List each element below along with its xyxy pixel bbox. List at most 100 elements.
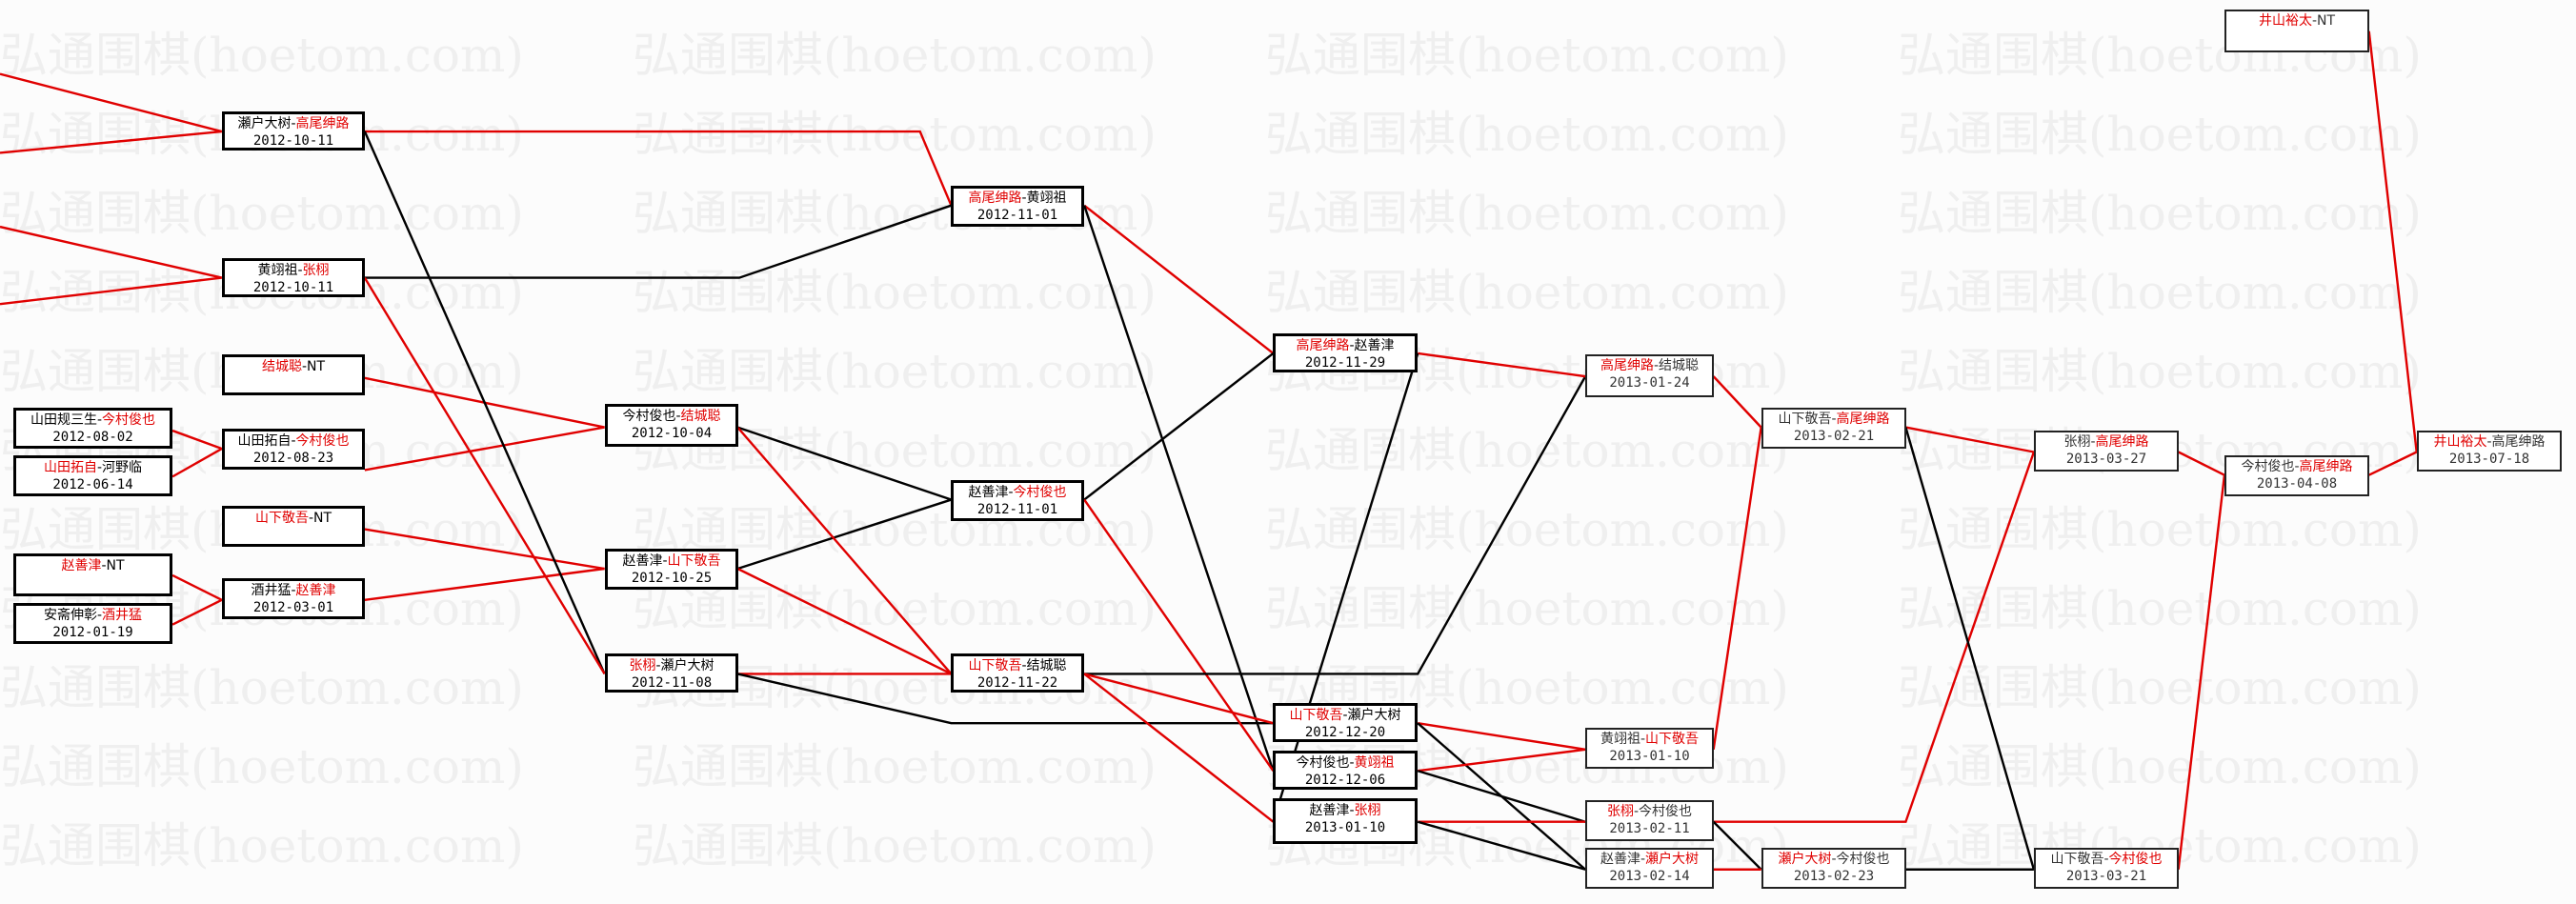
player-2-name: 结城聪 (1026, 658, 1067, 673)
game-box[interactable]: 赵善津-瀬户大树 2013-02-14 (1585, 848, 1714, 889)
watermark-text: 弘通围棋(hoetom.com) (0, 186, 524, 241)
game-box[interactable]: 山下敬吾-今村俊也 2013-03-21 (2034, 848, 2179, 889)
loser-connection-line (736, 426, 952, 501)
game-box[interactable]: 赵善津-NT (13, 553, 172, 596)
player-1-name: 山下敬吾 (1778, 412, 1832, 427)
player-1-name: 山田拓自 (43, 460, 97, 475)
loser-connection-line (736, 498, 952, 571)
game-box[interactable]: 山下敬吾-结城聪 2012-11-22 (951, 653, 1084, 693)
loser-connection-line (1272, 352, 1419, 823)
loser-connection-line (363, 131, 606, 674)
game-box[interactable]: 张栩-瀬户大树 2012-11-08 (605, 653, 738, 693)
player-1-name: 今村俊也 (622, 409, 676, 424)
game-box[interactable]: 高尾绅路-结城聪 2013-01-24 (1585, 354, 1714, 397)
watermark-text: 弘通围棋(hoetom.com) (633, 344, 1157, 399)
player-1-name: 结城聪 (261, 359, 302, 374)
player-2-name: 山下敬吾 (1645, 732, 1700, 747)
watermark-text: 弘通围棋(hoetom.com) (0, 739, 524, 794)
game-box[interactable]: 山田规三生-今村俊也 2012-08-02 (13, 408, 172, 449)
player-2-name: 瀬户大树 (660, 658, 714, 673)
watermark-text: 弘通围棋(hoetom.com) (1265, 28, 1789, 83)
game-box[interactable]: 瀬户大树-高尾绅路 2012-10-11 (222, 111, 365, 151)
game-box[interactable]: 赵善津-张栩 2013-01-10 (1273, 798, 1418, 844)
winner-connection-line (364, 567, 605, 601)
separator: - (2103, 852, 2109, 867)
game-box[interactable]: 井山裕太-高尾绅路 2013-07-18 (2417, 431, 2562, 472)
game-box[interactable]: 山下敬吾-瀬户大树 2012-12-20 (1273, 703, 1418, 742)
separator: - (2294, 459, 2300, 474)
watermark-text: 弘通围棋(hoetom.com) (0, 818, 524, 874)
separator: - (1831, 412, 1837, 427)
game-date: 2012-11-22 (976, 675, 1058, 691)
game-box[interactable]: 安斋伸彰-酒井猛 2012-01-19 (13, 603, 172, 644)
game-box[interactable]: 今村俊也-高尾绅路 2013-04-08 (2224, 455, 2369, 496)
watermark-text: 弘通围棋(hoetom.com) (633, 818, 1157, 874)
game-date: 2012-12-06 (1304, 773, 1386, 788)
game-date: 2013-03-21 (2065, 869, 2147, 884)
game-box[interactable]: 今村俊也-黄翊祖 2012-12-06 (1273, 751, 1418, 790)
watermark-text: 弘通围棋(hoetom.com) (1265, 502, 1789, 557)
game-date: 2012-11-08 (631, 675, 713, 691)
winner-connection-line (736, 567, 953, 675)
player-2-name: 瀬户大树 (1645, 852, 1700, 867)
player-1-name: 黄翊祖 (1600, 732, 1640, 747)
game-box[interactable]: 山下敬吾-高尾绅路 2013-02-21 (1761, 408, 1906, 449)
player-2-name: 黄翊祖 (1354, 755, 1395, 771)
separator: - (1349, 338, 1355, 353)
winner-connection-line (2367, 30, 2418, 452)
watermark-text: 弘通围棋(hoetom.com) (1898, 739, 2422, 794)
winner-connection-line (2178, 451, 2225, 476)
player-2-name: 黄翊祖 (1026, 191, 1067, 206)
game-box[interactable]: 井山裕太-NT (2224, 10, 2369, 52)
game-box[interactable]: 山田拓自-河野临 2012-06-14 (13, 455, 172, 496)
game-date: 2013-07-18 (2448, 452, 2530, 467)
game-date: 2012-10-25 (631, 571, 713, 586)
game-box[interactable]: 高尾绅路-赵善津 2012-11-29 (1273, 333, 1418, 372)
game-box[interactable]: 黄翊祖-张栩 2012-10-11 (222, 258, 365, 297)
game-date: 2012-01-19 (52, 625, 133, 640)
separator: - (2486, 434, 2492, 450)
separator: - (96, 412, 103, 428)
player-2-name: 河野临 (102, 460, 143, 475)
separator: - (2311, 13, 2318, 29)
game-box[interactable]: 张栩-今村俊也 2013-02-11 (1585, 800, 1714, 841)
player-2-name: NT (106, 558, 125, 573)
player-1-name: 高尾绅路 (968, 191, 1022, 206)
game-box[interactable]: 山下敬吾-NT (222, 506, 365, 547)
game-box[interactable]: 高尾绅路-黄翊祖 2012-11-01 (951, 186, 1084, 227)
player-2-name: 赵善津 (1354, 338, 1395, 353)
player-1-name: 瀬户大树 (1778, 852, 1832, 867)
player-2-name: 高尾绅路 (2095, 434, 2149, 450)
separator: - (655, 658, 661, 673)
winner-connection-line (0, 130, 222, 154)
player-1-name: 赵善津 (622, 553, 663, 569)
separator: - (675, 409, 681, 424)
game-date: 2012-08-23 (252, 451, 334, 466)
separator: - (1653, 358, 1660, 373)
game-box[interactable]: 今村俊也-结城聪 2012-10-04 (605, 404, 738, 447)
game-date: 2012-03-01 (252, 600, 334, 615)
watermark-text: 弘通围棋(hoetom.com) (633, 265, 1157, 320)
winner-connection-line (171, 573, 223, 601)
game-box[interactable]: 黄翊祖-山下敬吾 2013-01-10 (1585, 728, 1714, 769)
game-box[interactable]: 酒井猛-赵善津 2012-03-01 (222, 578, 365, 619)
game-box[interactable]: 瀬户大树-今村俊也 2013-02-23 (1761, 848, 1906, 889)
winner-connection-line (1712, 375, 1762, 429)
player-2-name: 张栩 (302, 263, 330, 278)
watermark-text: 弘通围棋(hoetom.com) (1265, 186, 1789, 241)
player-1-name: 张栩 (2063, 434, 2091, 450)
player-2-name: 瀬户大树 (1347, 708, 1401, 723)
game-box[interactable]: 张栩-高尾绅路 2013-03-27 (2034, 431, 2179, 472)
loser-connection-line (1084, 375, 1587, 675)
game-box[interactable]: 赵善津-山下敬吾 2012-10-25 (605, 549, 738, 590)
game-date: 2013-04-08 (2256, 476, 2338, 492)
game-date: 2012-10-11 (252, 133, 334, 149)
player-1-name: 山下敬吾 (2050, 852, 2104, 867)
separator: - (96, 608, 103, 623)
game-box[interactable]: 结城聪-NT (222, 354, 365, 395)
watermark-text: 弘通围棋(hoetom.com) (1898, 107, 2422, 162)
game-box[interactable]: 山田拓自-今村俊也 2012-08-23 (222, 429, 365, 470)
game-box[interactable]: 赵善津-今村俊也 2012-11-01 (951, 480, 1084, 521)
separator: - (1021, 658, 1027, 673)
